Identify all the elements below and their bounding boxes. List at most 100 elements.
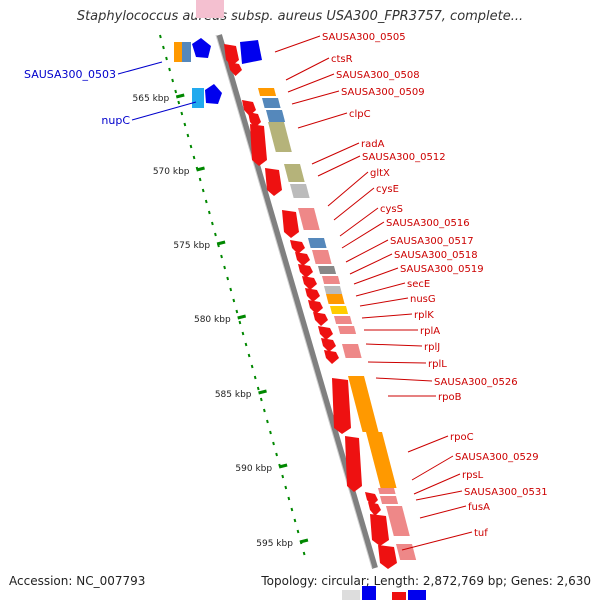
gene-callout-line <box>297 112 348 129</box>
gene-label-right: SAUSA300_0519 <box>400 264 484 275</box>
cog-block <box>348 376 379 432</box>
scale-label: 580 kbp <box>194 315 231 325</box>
gene-label-right: SAUSA300_0529 <box>455 452 539 463</box>
gene-callout-line <box>285 57 330 81</box>
gene-callout-line <box>365 343 423 347</box>
gene-arrow <box>321 338 336 352</box>
gc-skew-dash <box>250 364 254 369</box>
gc-skew-dash <box>180 111 184 116</box>
cog-block <box>334 316 353 324</box>
cog-block <box>312 250 332 264</box>
gene-arrow <box>240 40 262 64</box>
gene-callout-line <box>415 490 463 501</box>
bottom-segment <box>362 586 376 600</box>
scale-label: 565 kbp <box>133 94 170 104</box>
accession-text: Accession: NC_007793 <box>9 574 146 588</box>
gc-skew-dash <box>226 276 230 281</box>
gc-skew-dash <box>244 342 248 347</box>
bottom-segment <box>392 592 406 600</box>
cog-block <box>262 98 281 108</box>
page-title: Staphylococcus aureus subsp. aureus USA3… <box>76 9 524 24</box>
gene-label-right: nusG <box>410 294 436 305</box>
gene-label-right: SAUSA300_0517 <box>390 236 474 247</box>
gene-callout-line <box>361 313 413 319</box>
cog-block <box>342 344 362 358</box>
gc-skew-dash <box>189 144 193 149</box>
gene-label-right: rplJ <box>424 342 440 353</box>
gene-label-right: rplK <box>414 310 434 321</box>
gene-callout-line <box>287 73 335 93</box>
gc-skew-dash <box>263 408 266 413</box>
cog-block <box>326 294 345 304</box>
gc-skew-dash <box>198 177 202 182</box>
gene-callout-line <box>345 239 389 263</box>
gene-block <box>174 42 183 62</box>
gene-label-right: cysS <box>380 204 403 215</box>
gc-skew-dash <box>272 441 275 446</box>
gene-arrow <box>313 312 328 326</box>
gene-arrow <box>324 350 339 364</box>
gc-skew-dash <box>192 155 196 160</box>
gc-skew-dash <box>259 397 263 402</box>
gc-skew-dash <box>177 100 181 105</box>
gene-callout-line <box>359 297 409 307</box>
cog-block <box>318 266 337 274</box>
cog-block <box>268 122 292 152</box>
gene-callout-line <box>317 155 361 177</box>
top-segment <box>196 0 224 18</box>
gene-arrow <box>290 240 305 254</box>
gene-block <box>182 42 191 62</box>
scale-label: 585 kbp <box>215 390 252 400</box>
scale-tick <box>258 389 267 395</box>
gene-callout-line <box>291 90 340 105</box>
gene-label-right: SAUSA300_0518 <box>394 250 478 261</box>
gc-skew-dash <box>296 529 300 534</box>
gene-callout-line <box>413 473 461 495</box>
gene-arrow <box>228 62 242 76</box>
gc-skew-dash <box>159 34 162 39</box>
gc-skew-dash <box>256 386 260 391</box>
gene-callout-line <box>349 253 393 275</box>
gc-skew-dash <box>214 232 217 237</box>
gc-skew-dash <box>302 551 306 556</box>
gene-callout-line <box>355 282 406 297</box>
cog-block <box>378 488 396 494</box>
gene-label-right: secE <box>407 279 430 290</box>
gene-label-right: rplA <box>420 326 440 337</box>
genome-backbone-edge <box>215 34 373 569</box>
gene-callout-line <box>327 171 369 207</box>
gc-skew-dash <box>220 254 223 259</box>
gc-skew-dash <box>290 507 294 512</box>
gene-callout-line <box>311 142 360 165</box>
gene-label-right: SAUSA300_0531 <box>464 487 548 498</box>
scale-tick <box>175 93 185 99</box>
gene-arrow <box>224 44 239 66</box>
scale-tick <box>216 240 226 246</box>
gene-arrow <box>192 38 211 58</box>
gc-skew-dash <box>281 474 285 479</box>
gene-label-right: rpoB <box>438 392 462 403</box>
gc-skew-dash <box>165 56 168 61</box>
cog-block <box>266 110 286 122</box>
cog-block <box>322 276 341 284</box>
scale-tick <box>278 463 288 469</box>
gene-label-right: radA <box>361 139 385 150</box>
gene-callout-line <box>411 455 454 481</box>
gc-skew-dash <box>247 353 251 358</box>
gc-skew-dash <box>223 265 226 270</box>
gene-label-left: SAUSA300_0503 <box>24 68 116 81</box>
gene-arrow <box>205 84 222 104</box>
gene-label-right: rpsL <box>462 470 484 481</box>
gc-skew-dash <box>229 287 233 292</box>
gene-label-right: SAUSA300_0512 <box>362 152 446 163</box>
scale-label: 590 kbp <box>235 464 272 474</box>
gc-skew-dash <box>287 496 291 501</box>
gene-label-right: SAUSA300_0505 <box>322 32 406 43</box>
gc-skew-dash <box>183 122 187 127</box>
cog-block <box>386 506 410 536</box>
gene-arrow <box>248 112 261 128</box>
gc-skew-dash <box>275 452 278 457</box>
gene-arrow <box>332 378 351 434</box>
bottom-segment <box>408 590 426 600</box>
